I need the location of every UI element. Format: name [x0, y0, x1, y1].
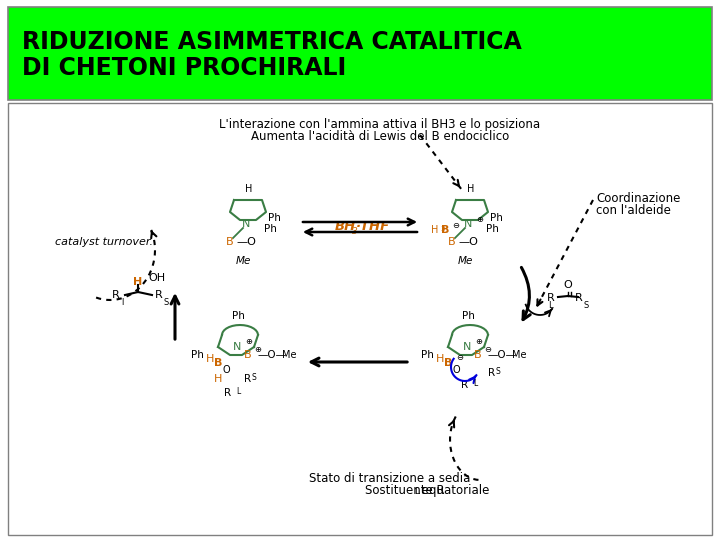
Text: Coordinazione: Coordinazione	[596, 192, 680, 205]
Text: R: R	[547, 293, 555, 303]
Text: R: R	[575, 293, 582, 303]
Text: H: H	[133, 277, 143, 287]
Text: Ph: Ph	[462, 311, 474, 321]
Text: con l'aldeide: con l'aldeide	[596, 204, 671, 217]
Text: —O: —O	[458, 237, 478, 247]
Text: B: B	[226, 237, 234, 247]
Text: equatoriale: equatoriale	[418, 484, 490, 497]
Bar	[8, 7, 712, 100]
Text: S: S	[583, 301, 588, 310]
Text: H: H	[214, 374, 222, 384]
Text: R: R	[462, 380, 469, 390]
Text: O: O	[222, 365, 230, 375]
Text: RIDUZIONE ASIMMETRICA CATALITICA: RIDUZIONE ASIMMETRICA CATALITICA	[22, 30, 522, 54]
Text: O: O	[564, 280, 572, 290]
Text: L: L	[548, 301, 553, 310]
Text: R: R	[155, 290, 163, 300]
Text: B: B	[444, 358, 452, 368]
Text: ⊕: ⊕	[245, 337, 252, 346]
Text: B: B	[448, 237, 456, 247]
Text: B: B	[441, 225, 449, 235]
Text: BH: BH	[335, 220, 356, 233]
Text: S: S	[496, 367, 500, 376]
Text: Ph: Ph	[191, 350, 204, 360]
Text: L: L	[473, 379, 477, 388]
Text: H: H	[431, 225, 438, 235]
Text: N: N	[233, 342, 241, 352]
Text: S: S	[252, 373, 257, 382]
Text: 3: 3	[352, 226, 358, 235]
Text: ⊕: ⊕	[475, 337, 482, 346]
Text: OH: OH	[148, 273, 165, 283]
Text: Me: Me	[457, 256, 473, 266]
Text: Aumenta l'acidità di Lewis del B endociclico: Aumenta l'acidità di Lewis del B endocic…	[251, 130, 509, 143]
Text: L: L	[414, 487, 419, 496]
Text: 3: 3	[440, 226, 444, 232]
Text: B: B	[474, 350, 482, 360]
Text: l: l	[121, 298, 123, 307]
Text: N: N	[463, 342, 471, 352]
Text: R: R	[225, 388, 232, 398]
Text: L'interazione con l'ammina attiva il BH3 e lo posiziona: L'interazione con l'ammina attiva il BH3…	[220, 118, 541, 131]
Text: Ph: Ph	[490, 213, 503, 223]
Text: Me: Me	[512, 350, 526, 360]
Text: —O: —O	[236, 237, 256, 247]
Text: H: H	[467, 184, 474, 194]
Text: B: B	[214, 358, 222, 368]
Text: R: R	[488, 368, 495, 378]
Text: H: H	[246, 184, 253, 194]
Text: ·THF: ·THF	[356, 220, 390, 233]
Text: ⊕: ⊕	[254, 345, 261, 354]
Text: Me: Me	[235, 256, 251, 266]
Text: L: L	[236, 387, 240, 396]
Text: Ph: Ph	[421, 350, 434, 360]
Text: ⊖: ⊖	[484, 345, 491, 354]
Text: ⊖: ⊖	[452, 221, 459, 231]
Text: Ph: Ph	[486, 224, 499, 234]
Text: H: H	[206, 354, 214, 364]
Text: R: R	[112, 290, 120, 300]
Text: S: S	[163, 298, 168, 307]
Text: —O—: —O—	[488, 350, 517, 360]
Text: Ph: Ph	[264, 224, 277, 234]
Text: —O—: —O—	[258, 350, 287, 360]
Text: catalyst turnover.: catalyst turnover.	[55, 237, 153, 247]
Text: N: N	[242, 219, 250, 229]
Text: Stato di transizione a sedia: Stato di transizione a sedia	[310, 472, 471, 485]
Text: ⊕: ⊕	[476, 215, 483, 225]
Text: Me: Me	[282, 350, 297, 360]
Text: DI CHETONI PROCHIRALI: DI CHETONI PROCHIRALI	[22, 56, 346, 80]
Text: R: R	[244, 374, 251, 384]
Text: B: B	[244, 350, 252, 360]
Text: ⊖: ⊖	[456, 353, 463, 362]
Text: O: O	[452, 365, 460, 375]
Text: Sostituente R: Sostituente R	[365, 484, 445, 497]
Text: Ph: Ph	[268, 213, 281, 223]
Text: N: N	[464, 219, 472, 229]
Bar	[8, 103, 712, 535]
Text: Ph: Ph	[232, 311, 244, 321]
Text: H: H	[436, 354, 444, 364]
